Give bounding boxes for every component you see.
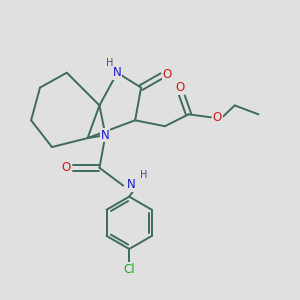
Text: O: O bbox=[163, 68, 172, 81]
Text: N: N bbox=[127, 178, 136, 191]
Text: O: O bbox=[175, 81, 184, 94]
Text: Cl: Cl bbox=[123, 263, 135, 276]
Text: H: H bbox=[140, 170, 147, 180]
Text: H: H bbox=[106, 58, 114, 68]
Text: N: N bbox=[113, 66, 122, 79]
Text: O: O bbox=[61, 161, 71, 174]
Text: N: N bbox=[101, 129, 110, 142]
Text: O: O bbox=[213, 111, 222, 124]
